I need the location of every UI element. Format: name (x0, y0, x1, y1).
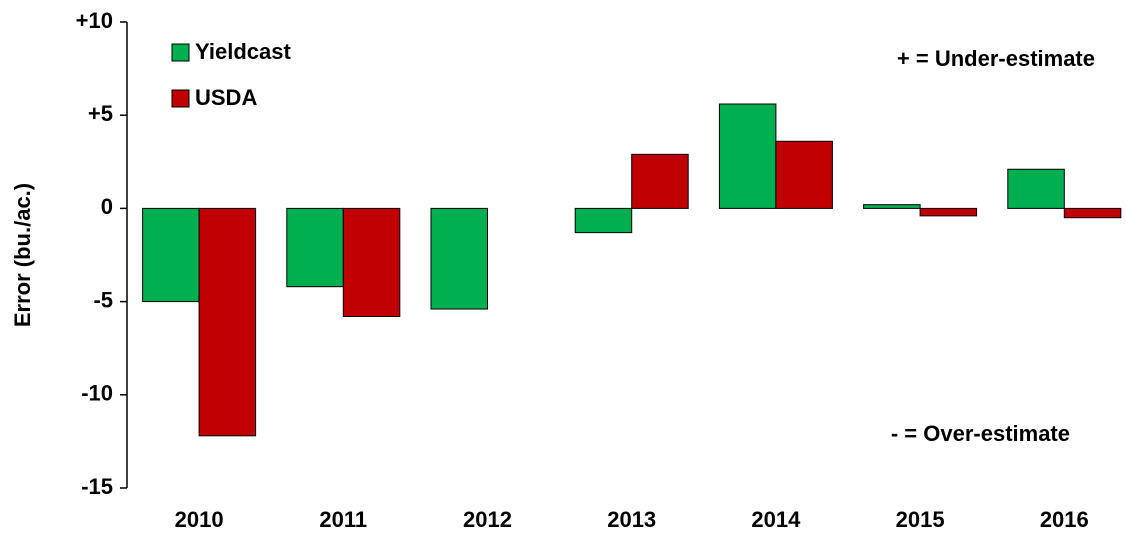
bar (342, 207, 401, 318)
x-tick-label: 2015 (896, 507, 945, 532)
legend-label: USDA (195, 85, 257, 110)
bar (574, 207, 633, 234)
bar (286, 207, 344, 288)
y-axis-label: Error (bu./ac.) (10, 183, 35, 327)
x-tick-label: 2014 (751, 507, 801, 532)
x-tick-label: 2011 (319, 507, 367, 532)
y-tick-label: +5 (88, 101, 113, 126)
y-tick-label: +10 (76, 8, 113, 33)
bar (919, 207, 978, 217)
bar (142, 207, 200, 303)
bar (1063, 207, 1122, 219)
bar (718, 103, 777, 209)
legend-label: Yieldcast (195, 39, 291, 64)
x-tick-label: 2012 (463, 507, 512, 532)
y-tick-label: -10 (81, 381, 113, 406)
bar (775, 140, 833, 209)
bar (1007, 168, 1065, 209)
y-tick-label: 0 (101, 194, 113, 219)
y-tick-label: -15 (81, 474, 113, 499)
x-tick-label: 2013 (607, 507, 656, 532)
bar (863, 204, 921, 209)
x-tick-label: 2010 (175, 507, 224, 532)
legend-swatch (171, 89, 190, 108)
bar (631, 153, 689, 209)
annotation: - = Over-estimate (891, 421, 1070, 446)
x-tick-label: 2016 (1040, 507, 1089, 532)
bar (430, 207, 488, 310)
legend-swatch (171, 43, 190, 62)
y-tick-label: -5 (93, 287, 113, 312)
bar (198, 207, 257, 437)
annotation: + = Under-estimate (897, 46, 1095, 71)
